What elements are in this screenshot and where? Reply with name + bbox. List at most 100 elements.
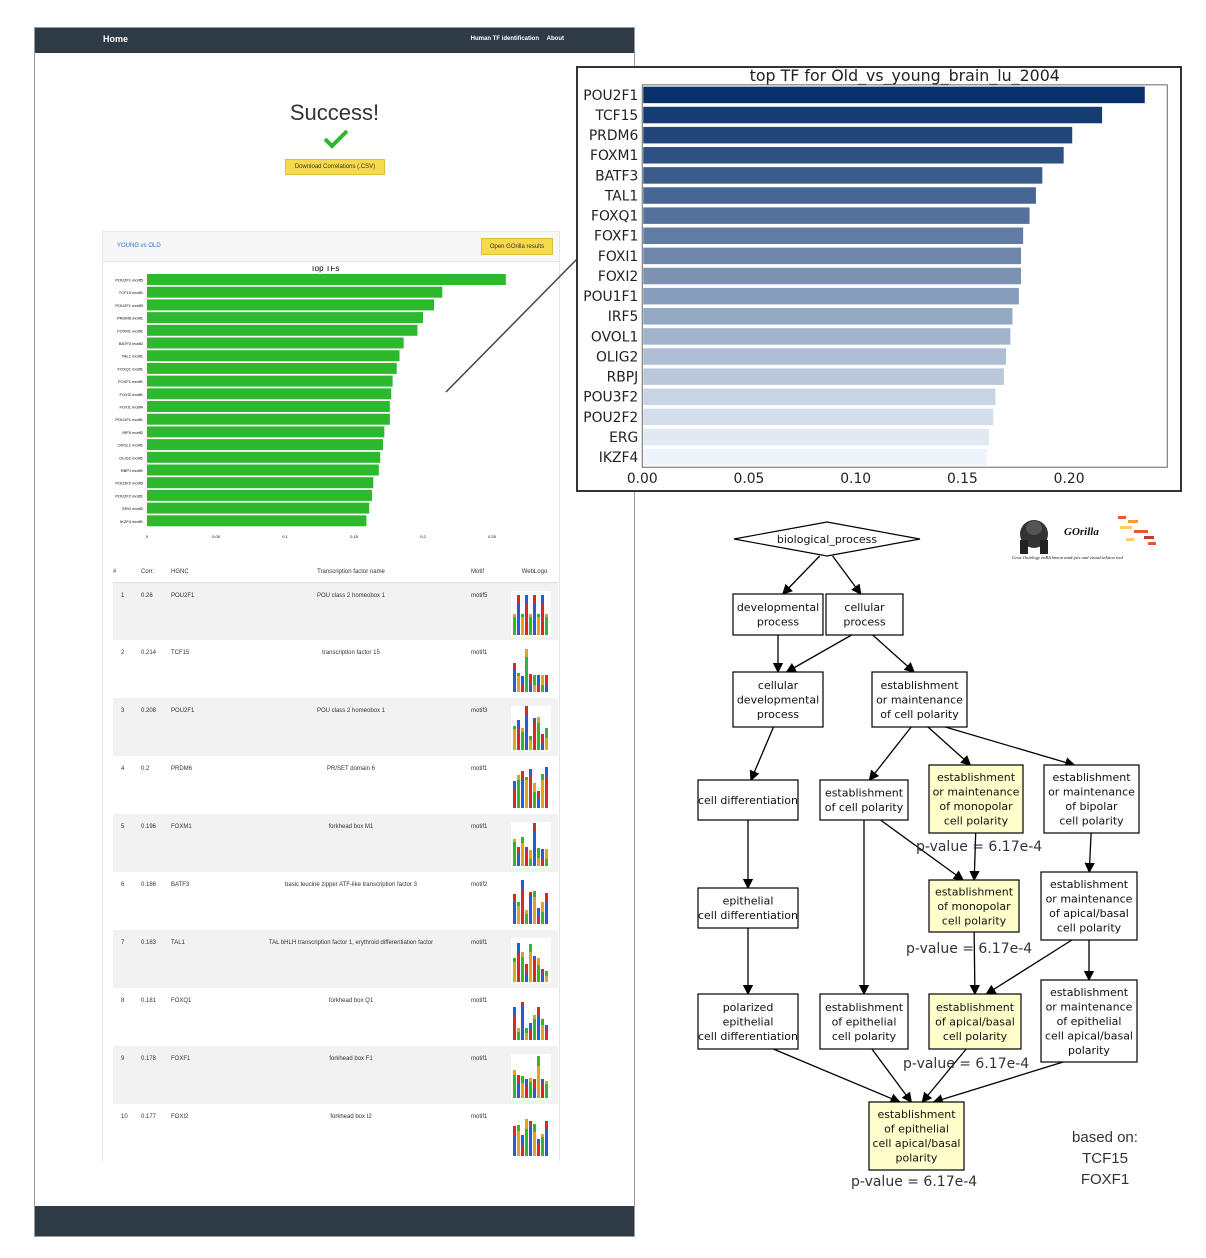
- go-node[interactable]: biological_process: [733, 521, 921, 557]
- weblogo-icon[interactable]: [511, 648, 551, 694]
- table-row: 10 0.177 FOXI2 forkhead box I2 motif1: [113, 1104, 558, 1162]
- table-row: 9 0.178 FOXF1 forkhead box F1 motif1: [113, 1046, 558, 1104]
- small-chart-bar: [147, 274, 506, 285]
- small-chart-bar: [147, 464, 379, 476]
- table-cell-name: TAL bHLH transcription factor 1, erythro…: [231, 930, 471, 988]
- chart-bar: [643, 267, 1021, 285]
- go-node-label: or maintenance: [1046, 1000, 1133, 1013]
- table-cell-weblogo: [511, 930, 558, 988]
- small-chart-category-label: FOXI2 motif1: [119, 392, 143, 397]
- go-node-label: of bipolar: [1065, 800, 1118, 813]
- small-chart-category-label: POU2F1 motif5: [115, 278, 143, 283]
- table-cell-weblogo: [511, 756, 558, 814]
- weblogo-icon[interactable]: [511, 1054, 551, 1100]
- small-chart-bar: [147, 388, 392, 400]
- table-cell-name: transcription factor 15: [322, 650, 380, 656]
- comparison-label[interactable]: YOUNG vs OLD: [117, 243, 161, 249]
- chart-bar: [643, 287, 1019, 305]
- nav-human-tf-link[interactable]: Human TF identification: [470, 36, 539, 42]
- based-on-gene: FOXF1: [1080, 1171, 1130, 1188]
- go-node-label: establishment: [825, 787, 904, 800]
- chart-category-label: POU2F2: [583, 410, 638, 426]
- table-cell-hgnc: BATF3: [171, 882, 190, 888]
- go-node-label: of apical/basal: [1049, 907, 1129, 920]
- go-node-label: epithelial: [723, 1015, 774, 1028]
- chart-title: top TF for Old_vs_young_brain_lu_2004: [750, 66, 1060, 86]
- chart-category-label: FOXF1: [594, 229, 638, 245]
- go-node-label: polarized: [723, 1001, 774, 1014]
- go-node-label: or maintenance: [1048, 786, 1135, 799]
- weblogo-icon[interactable]: [511, 938, 551, 984]
- go-node-label: of cell polarity: [880, 708, 959, 721]
- weblogo-icon[interactable]: [511, 764, 551, 810]
- small-chart-category-label: POU3F2 motif3: [115, 481, 143, 486]
- table-cell-name: basic leucine zipper ATF-like transcript…: [285, 882, 417, 888]
- go-node[interactable]: cellular process: [825, 593, 904, 636]
- chart-bar: [643, 167, 1043, 184]
- chart-bar: [643, 428, 989, 446]
- nav-about-link[interactable]: About: [546, 36, 564, 42]
- go-node-label: cell differentiation: [698, 1030, 798, 1043]
- table-header-cell: Corr.: [141, 562, 171, 583]
- table-row: 3 0.208 POU2F1 POU class 2 homeobox 1 motif3: [113, 698, 558, 756]
- go-node-label: establishment: [1050, 878, 1129, 891]
- table-cell-motif: motif3: [471, 698, 511, 756]
- weblogo-icon[interactable]: [511, 1112, 551, 1158]
- nav-home-link[interactable]: Home: [103, 34, 129, 44]
- table-cell-n: 1: [113, 582, 141, 640]
- small-chart-bar: [147, 413, 390, 425]
- small-chart-bar: [147, 324, 418, 336]
- weblogo-icon[interactable]: [511, 822, 551, 868]
- table-cell-motif: motif1: [471, 1114, 488, 1120]
- weblogo-icon[interactable]: [511, 590, 551, 637]
- table-cell-hgnc: FOXM1: [171, 814, 231, 872]
- go-pvalue-label: p-value = 6.17e-4: [906, 941, 1032, 957]
- chart-bar: [643, 86, 1145, 104]
- go-pvalue-label: p-value = 6.17e-4: [903, 1056, 1029, 1072]
- go-node[interactable]: cell differentiation: [697, 779, 799, 821]
- table-cell-corr: 0.214: [141, 650, 157, 656]
- small-chart-category-label: FOXM1 motif1: [117, 328, 144, 333]
- gorilla-logo: GOrilla Gene Ontology enRIchment anaLysi…: [1008, 512, 1173, 564]
- download-correlations-button[interactable]: Download Correlations (.CSV): [285, 159, 385, 175]
- go-edge: [832, 555, 862, 596]
- table-cell-n: 2: [121, 650, 125, 656]
- open-gorilla-button[interactable]: Open GOrilla results: [481, 238, 553, 255]
- chart-bar: [643, 308, 1013, 325]
- small-chart-bar: [147, 299, 435, 311]
- table-cell-weblogo: [511, 1046, 558, 1104]
- small-chart-bar: [147, 312, 423, 324]
- table-header-cell: HGNC: [171, 562, 231, 583]
- go-node-label: developmental: [737, 601, 819, 614]
- table-row: 2 0.214 TCF15 transcription factor 15 motif1: [113, 640, 558, 698]
- go-edge: [969, 931, 980, 996]
- go-node[interactable]: developmental process: [732, 593, 824, 636]
- chart-category-label: POU2F1: [583, 88, 638, 104]
- chart-category-label: TAL1: [604, 188, 638, 204]
- go-edge: [868, 726, 912, 782]
- gorilla-icon: [1020, 516, 1156, 554]
- table-cell-weblogo: [511, 814, 558, 872]
- weblogo-icon[interactable]: [511, 996, 551, 1042]
- chart-bar: [643, 448, 987, 466]
- table-cell-weblogo: [511, 582, 558, 640]
- table-cell-hgnc: FOXQ1: [171, 998, 192, 1004]
- weblogo-icon[interactable]: [511, 880, 551, 926]
- weblogo-icon[interactable]: [511, 706, 551, 752]
- go-node-label: establishment: [880, 679, 959, 692]
- table-cell-motif: motif1: [471, 998, 488, 1004]
- small-chart-bar: [147, 362, 397, 374]
